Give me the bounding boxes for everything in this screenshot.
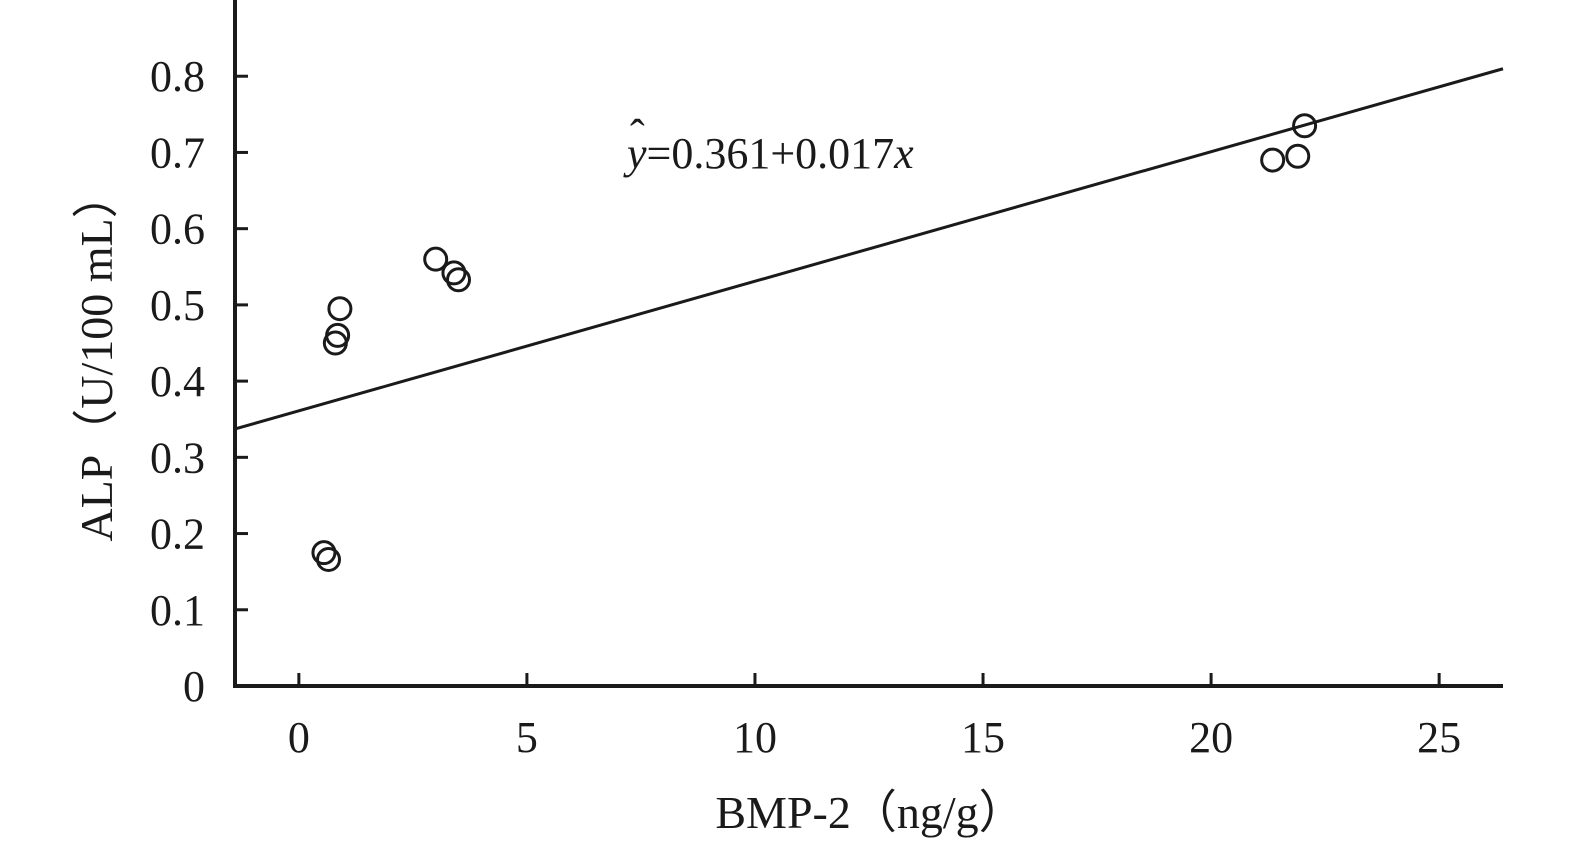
data-point xyxy=(1292,113,1318,139)
regression-line xyxy=(234,67,1504,431)
y-tick-label: 0.4 xyxy=(150,357,205,406)
y-tick-label: 0.6 xyxy=(150,205,205,254)
y-tick-label: 0.3 xyxy=(150,433,205,482)
equation-x-symbol: x xyxy=(893,129,914,178)
data-point xyxy=(325,322,351,348)
y-tick-label: 0.7 xyxy=(150,128,205,177)
axes: 0 0.1 0.2 0.3 0.4 0.5 0.6 0.7 0.8 0 5 10 15 20 25 xyxy=(150,0,1503,762)
data-point xyxy=(1285,143,1311,169)
x-tick-label: 0 xyxy=(288,713,310,762)
data-point xyxy=(316,546,342,572)
y-tick-label: 0.5 xyxy=(150,281,205,330)
y-tick-label: 0.8 xyxy=(150,52,205,101)
x-tick-label: 15 xyxy=(961,713,1005,762)
x-tick-label: 20 xyxy=(1189,713,1233,762)
equation-hat-accent: ˆ xyxy=(630,111,645,160)
data-point xyxy=(441,260,467,286)
y-tick-label: 0.1 xyxy=(150,586,205,635)
data-point xyxy=(1260,147,1286,173)
y-tick-label: 0.2 xyxy=(150,510,205,559)
x-tick-label: 5 xyxy=(516,713,538,762)
data-points xyxy=(311,113,1318,572)
x-tick-label: 10 xyxy=(733,713,777,762)
x-axis-title: BMP-2（ng/g） xyxy=(715,787,1024,838)
equation-y-symbol: y xyxy=(623,129,647,178)
data-point xyxy=(311,540,337,566)
y-axis-title: ALP（U/100 mL） xyxy=(71,172,122,541)
equation-body: =0.361+0.017 xyxy=(647,129,895,178)
data-point xyxy=(423,246,449,272)
regression-line-group xyxy=(234,67,1504,431)
x-tick-label: 25 xyxy=(1417,713,1461,762)
y-tick-label: 0 xyxy=(183,662,205,711)
data-point xyxy=(327,296,353,322)
regression-equation: y=0.361+0.017x xyxy=(623,129,914,178)
data-point xyxy=(445,267,471,293)
